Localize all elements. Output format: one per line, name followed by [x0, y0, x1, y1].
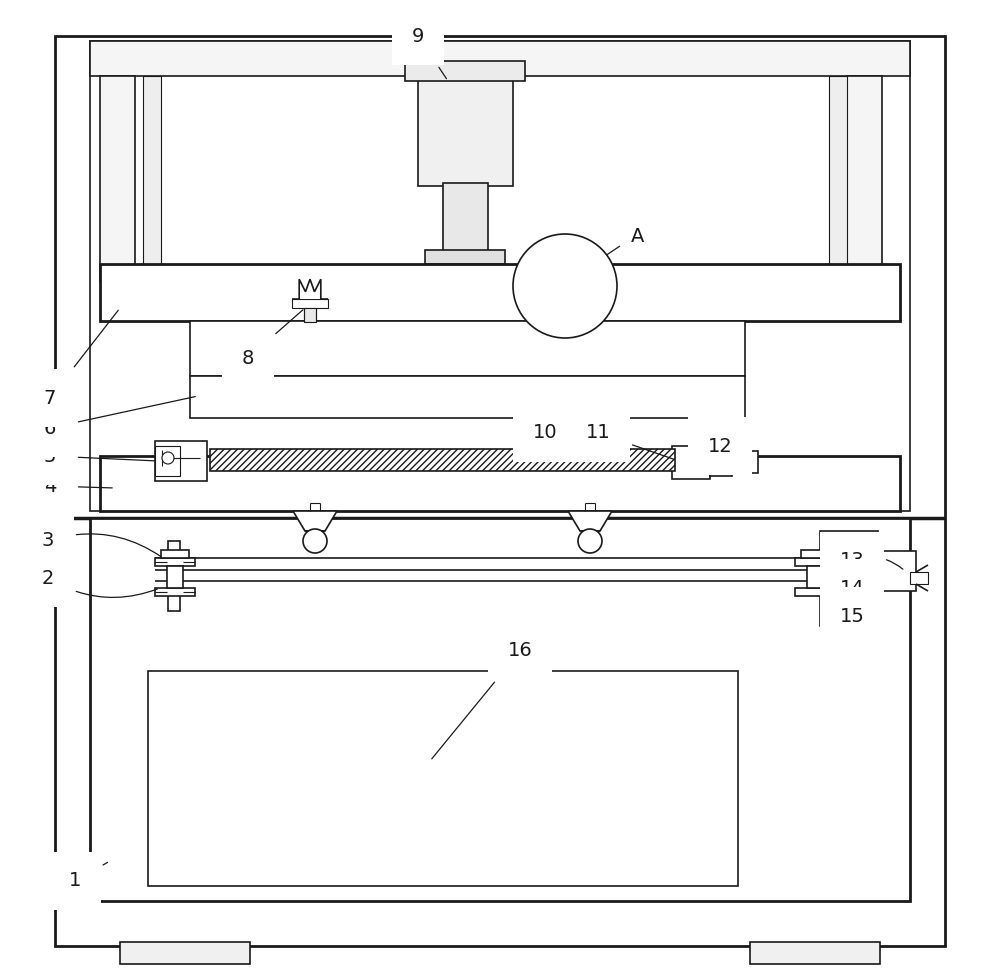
Bar — [120, 942, 250, 964]
Circle shape — [855, 539, 869, 553]
Bar — [730, 451, 758, 473]
Bar — [210, 449, 675, 471]
Bar — [155, 441, 207, 481]
Text: 8: 8 — [242, 309, 303, 368]
Text: 14: 14 — [835, 579, 864, 597]
Text: 15: 15 — [834, 606, 864, 626]
Polygon shape — [537, 279, 573, 299]
Bar — [710, 448, 732, 476]
Text: 10: 10 — [522, 424, 557, 458]
Circle shape — [578, 529, 602, 553]
Bar — [292, 299, 328, 308]
Bar — [90, 41, 910, 511]
Bar — [829, 76, 847, 281]
Bar — [443, 183, 488, 256]
Bar — [807, 566, 823, 588]
Bar — [910, 572, 928, 584]
Text: A: A — [631, 226, 645, 246]
Bar — [143, 76, 161, 281]
Bar — [168, 541, 180, 611]
Circle shape — [855, 609, 869, 623]
Bar — [90, 41, 910, 76]
Polygon shape — [547, 275, 583, 295]
Bar — [547, 295, 583, 304]
Text: 16: 16 — [432, 641, 532, 759]
Polygon shape — [568, 511, 612, 531]
Bar — [155, 588, 195, 596]
Bar — [537, 299, 573, 308]
Bar — [190, 376, 745, 418]
Circle shape — [303, 529, 327, 553]
Bar — [847, 76, 882, 281]
Polygon shape — [292, 279, 328, 299]
Circle shape — [831, 539, 845, 553]
Bar — [167, 566, 183, 588]
Bar — [155, 446, 180, 476]
Bar — [878, 551, 916, 591]
Circle shape — [831, 609, 845, 623]
Bar — [148, 671, 738, 886]
Bar — [425, 250, 505, 264]
Bar — [55, 36, 945, 946]
Text: 4: 4 — [44, 476, 112, 496]
Text: 1: 1 — [69, 863, 108, 890]
Bar — [549, 308, 561, 322]
Bar — [750, 942, 880, 964]
Bar — [672, 446, 710, 479]
Bar — [100, 76, 135, 281]
Bar — [155, 558, 195, 566]
Text: 7: 7 — [44, 310, 118, 408]
Circle shape — [162, 452, 174, 464]
Bar — [90, 518, 910, 901]
Text: 2: 2 — [42, 568, 157, 597]
Bar — [100, 456, 900, 511]
Text: 12: 12 — [708, 436, 739, 464]
Bar — [100, 264, 900, 321]
Bar — [161, 550, 189, 558]
Circle shape — [513, 234, 617, 338]
Text: 3: 3 — [42, 532, 161, 556]
Text: 5: 5 — [44, 446, 155, 466]
Text: 9: 9 — [412, 26, 446, 79]
Text: 6: 6 — [44, 396, 195, 437]
Bar — [190, 321, 745, 376]
Text: 13: 13 — [840, 551, 903, 571]
Polygon shape — [293, 511, 337, 531]
Bar — [304, 308, 316, 322]
Text: 11: 11 — [586, 424, 673, 459]
Bar — [795, 588, 835, 596]
Bar — [820, 531, 878, 626]
Bar — [795, 558, 835, 566]
Bar — [405, 61, 525, 81]
Bar — [559, 304, 571, 318]
Bar — [801, 550, 829, 558]
Bar — [418, 76, 513, 186]
